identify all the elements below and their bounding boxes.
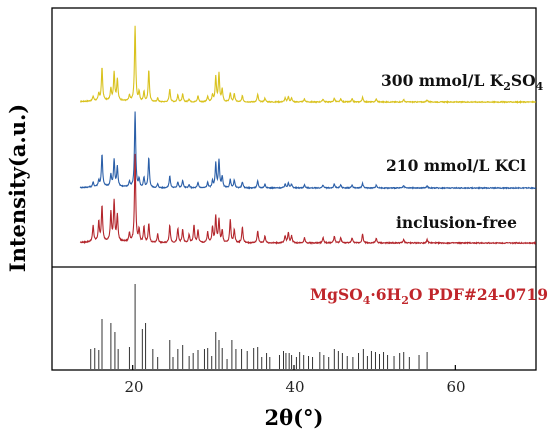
- series-label-kcl: 210 mmol/L KCl: [386, 156, 526, 175]
- reference-sticks: [90, 284, 428, 369]
- plot-frame: [51, 7, 537, 371]
- series-layer: [79, 25, 537, 245]
- series-line-1: [79, 111, 536, 190]
- x-axis-ticks: [132, 365, 456, 370]
- series-label-inclusion-free: inclusion-free: [396, 213, 517, 232]
- x-tick-label-40: 40: [285, 378, 304, 396]
- series-line-0: [80, 25, 537, 104]
- series-line-2: [79, 153, 537, 245]
- x-tick-label-20: 20: [124, 378, 143, 396]
- x-axis-title: 2θ(°): [265, 405, 324, 430]
- x-tick-label-60: 60: [446, 378, 465, 396]
- y-axis-title: Intensity(a.u.): [5, 104, 30, 273]
- series-label-k2so4: 300 mmol/L K2SO4: [381, 71, 544, 93]
- reference-label: MgSO4·6H2O PDF#24-0719: [310, 285, 548, 307]
